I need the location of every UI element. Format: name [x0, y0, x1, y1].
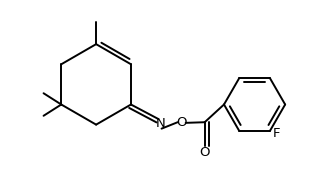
- Text: F: F: [273, 127, 280, 140]
- Text: O: O: [176, 116, 187, 129]
- Text: N: N: [156, 117, 166, 130]
- Text: O: O: [199, 146, 210, 159]
